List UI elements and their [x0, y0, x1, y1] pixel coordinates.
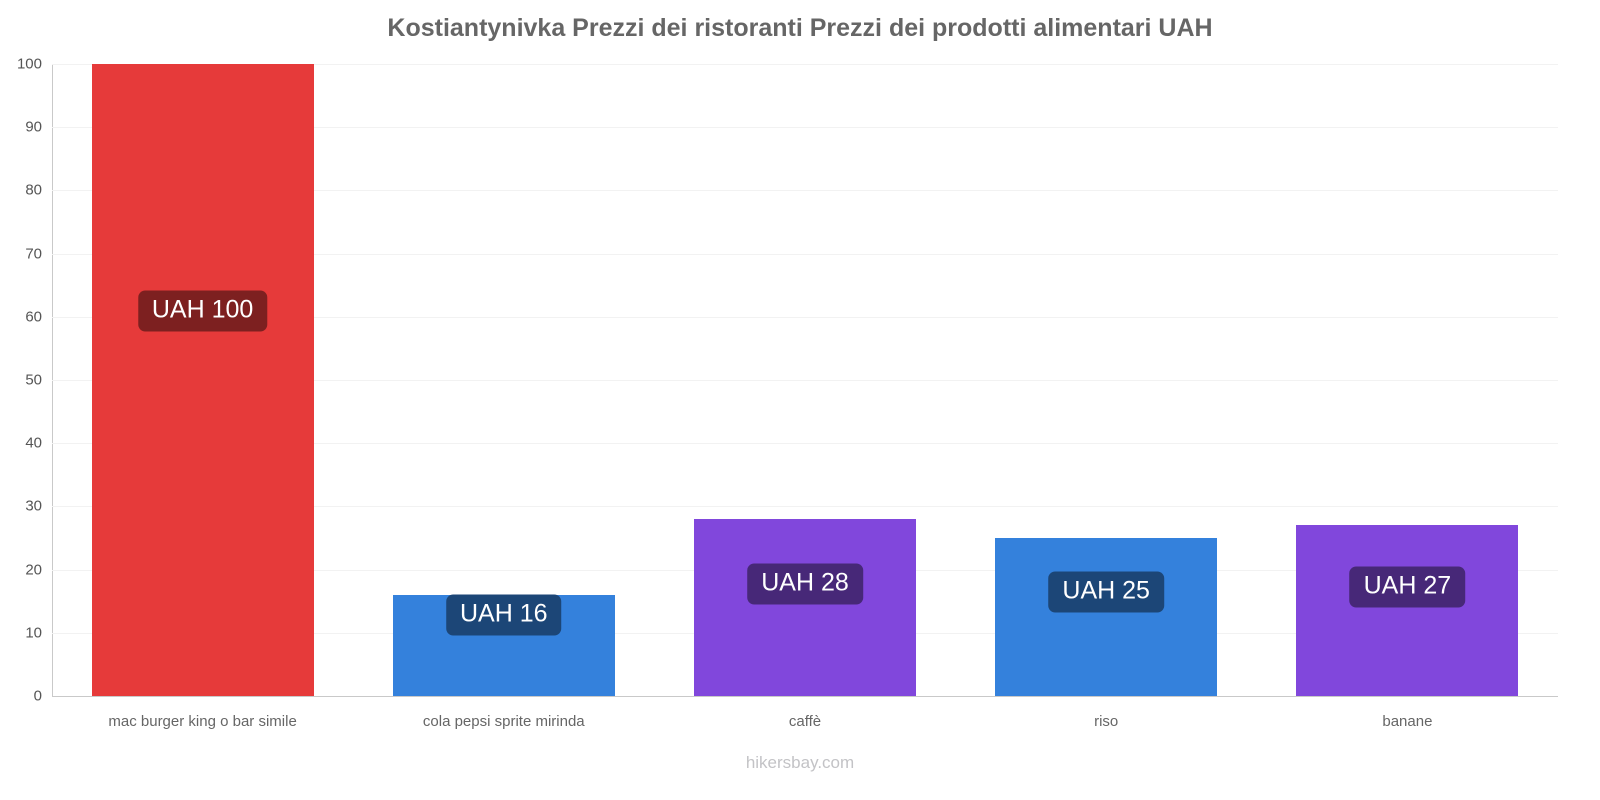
y-axis-tick-label: 60: [25, 308, 42, 326]
bar[interactable]: UAH 28: [693, 519, 916, 696]
gridline: [52, 316, 1558, 318]
bar[interactable]: UAH 27: [1296, 525, 1519, 696]
plot-area: UAH 100 UAH 16 UAH 28 UAH 25 UAH 27: [52, 64, 1558, 696]
x-axis-tick-label: banane: [1382, 713, 1433, 730]
bar-slot: UAH 28: [654, 64, 955, 696]
gridline: [52, 506, 1558, 508]
gridline: [52, 380, 1558, 381]
bar-value-label: UAH 100: [137, 290, 268, 332]
bar-series: UAH 100 UAH 16 UAH 28 UAH 25 UAH 27: [52, 64, 1558, 696]
bar[interactable]: UAH 25: [995, 538, 1218, 696]
gridline: [52, 253, 1558, 255]
gridline: [52, 64, 1558, 65]
bar-slot: UAH 100: [52, 64, 353, 696]
y-axis-tick-label: 10: [25, 624, 42, 642]
bar[interactable]: UAH 100: [91, 64, 314, 696]
x-axis-tick-label: cola pepsi sprite mirinda: [422, 713, 585, 730]
gridline: [52, 443, 1558, 445]
x-axis-tick-label: mac burger king o bar simile: [108, 713, 297, 730]
y-axis-tick-label: 80: [25, 181, 42, 199]
page-title: Kostiantynivka Prezzi dei ristoranti Pre…: [387, 14, 1213, 42]
x-axis-tick-label: riso: [1094, 713, 1119, 730]
y-axis-tick-label: 70: [25, 245, 42, 263]
x-axis-line: [52, 696, 1558, 697]
y-axis-tick-label: 0: [33, 687, 42, 705]
bar-value-label: UAH 25: [1048, 571, 1164, 613]
bar-value-label: UAH 16: [446, 594, 562, 636]
bar-value-label: UAH 28: [747, 563, 863, 605]
y-axis-tick-label: 100: [16, 55, 42, 73]
y-axis-tick-label: 40: [25, 434, 42, 452]
gridline: [52, 190, 1558, 192]
gridline: [52, 127, 1558, 129]
bar-slot: UAH 27: [1257, 64, 1558, 696]
watermark: hikersbay.com: [745, 753, 855, 772]
y-axis-tick-label: 90: [25, 118, 42, 136]
y-axis-tick-label: 30: [25, 497, 42, 515]
bar-value-label: UAH 27: [1349, 566, 1466, 608]
y-axis-tick-label: 20: [25, 561, 42, 579]
x-axis-tick-label: caffè: [788, 713, 822, 730]
bar-slot: UAH 25: [956, 64, 1257, 696]
y-axis-tick-label: 50: [25, 371, 42, 389]
bar[interactable]: UAH 16: [392, 594, 615, 696]
bar-slot: UAH 16: [353, 64, 654, 696]
